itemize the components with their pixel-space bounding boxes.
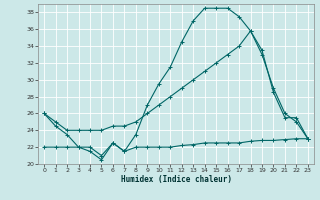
X-axis label: Humidex (Indice chaleur): Humidex (Indice chaleur) bbox=[121, 175, 231, 184]
